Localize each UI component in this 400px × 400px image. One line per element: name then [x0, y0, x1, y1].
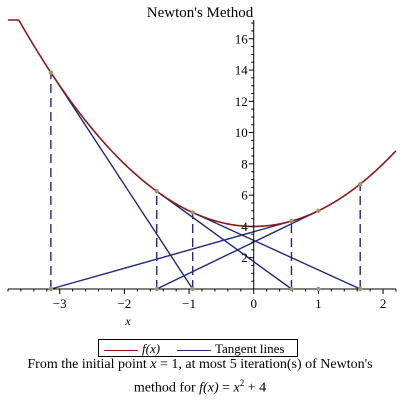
y-tick-label: 16	[235, 31, 249, 46]
x-tick-label: −3	[53, 296, 67, 311]
caption-text: method for	[134, 381, 199, 396]
y-tick-label: 12	[235, 94, 248, 109]
x-tick-label: 0	[250, 296, 257, 311]
y-tick-label: 6	[241, 188, 248, 203]
axis-point	[316, 287, 320, 291]
caption-iterations: 5	[230, 357, 237, 372]
vertical-guide-lines	[51, 73, 360, 289]
x-tick-label: 1	[315, 296, 322, 311]
caption-text: = 1, at most	[156, 357, 229, 372]
caption-text: From the initial point	[27, 357, 150, 372]
x-tick-label: −1	[182, 296, 196, 311]
function-curve	[8, 20, 396, 226]
y-tick-label: 10	[235, 125, 248, 140]
curve-point	[358, 182, 362, 186]
legend: f(x) Tangent lines	[98, 339, 298, 357]
axis-point	[49, 287, 53, 291]
legend-swatch-tangent	[177, 350, 211, 351]
curve-point	[190, 210, 194, 214]
y-tick-label: 14	[235, 63, 249, 78]
legend-item-fx: f(x)	[104, 341, 160, 357]
x-tick-label: −2	[117, 296, 131, 311]
x-axis-label: x	[124, 314, 131, 328]
y-tick-label: 4	[241, 219, 248, 234]
curve-point	[49, 70, 53, 74]
legend-swatch-fx	[104, 350, 138, 351]
caption-text: + 4	[244, 381, 266, 396]
x-tick-label: 2	[380, 296, 387, 311]
legend-label-fx: f(x)	[142, 341, 160, 356]
tangent-line	[51, 73, 193, 289]
caption-line-1: From the initial point x = 1, at most 5 …	[0, 357, 400, 373]
caption-text: iteration(s) of Newton's	[237, 357, 373, 372]
axis-point	[358, 287, 362, 291]
y-tick-label: 8	[241, 156, 248, 171]
caption-text: =	[219, 381, 234, 396]
curve-point	[155, 189, 159, 193]
axis-point	[190, 287, 194, 291]
y-tick-label: 2	[241, 250, 248, 265]
legend-label-tangent: Tangent lines	[215, 341, 285, 356]
legend-item-tangent: Tangent lines	[177, 341, 285, 357]
axis-point	[289, 287, 293, 291]
caption-line-2: method for f(x) = x2 + 4	[0, 378, 400, 397]
axis-point	[155, 287, 159, 291]
curve-point	[289, 219, 293, 223]
tangent-lines	[51, 73, 360, 289]
chart-title: Newton's Method	[0, 5, 400, 22]
iterate-points	[49, 70, 363, 291]
curve-point	[316, 209, 320, 213]
caption-function: f(x)	[199, 381, 218, 396]
